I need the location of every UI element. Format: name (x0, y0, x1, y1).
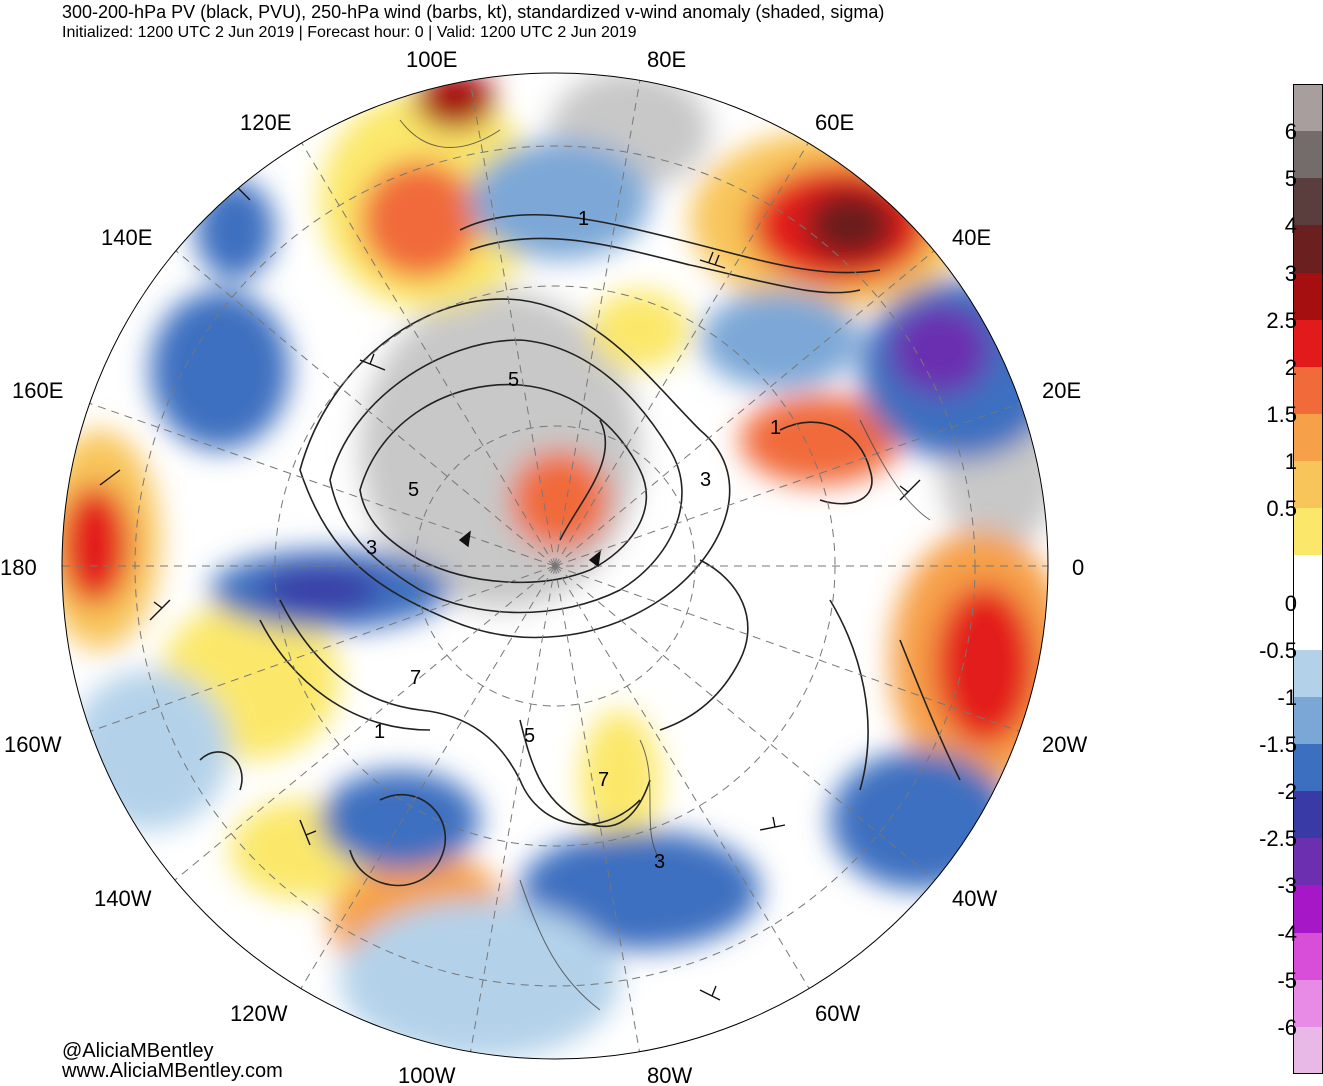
graticule (62, 79, 1048, 1056)
colorbar-swatch (1293, 979, 1323, 1028)
lon-label: 100W (398, 1063, 456, 1086)
colorbar-label: 6 (1284, 119, 1297, 145)
pv-label: 7 (598, 769, 609, 791)
longitude-label-group: 100E 80E 120E 60E 140E 40E 160E 20E 180 … (0, 47, 1087, 1086)
pv-label: 5 (408, 479, 419, 501)
colorbar-swatch (1293, 696, 1323, 745)
colorbar-label: 2.5 (1266, 307, 1297, 333)
colorbar-label: -1 (1277, 684, 1297, 710)
colorbar-swatch (1293, 508, 1323, 556)
lon-label: 60E (815, 110, 854, 135)
pv-label: 5 (508, 369, 519, 391)
lon-label: 40W (952, 886, 997, 911)
colorbar-label: 5 (1284, 166, 1297, 192)
colorbar-label: 3 (1284, 260, 1297, 286)
pv-label: 1 (578, 208, 589, 230)
colorbar-swatch (1293, 414, 1323, 462)
lon-label: 120W (230, 1001, 288, 1026)
credit-handle: @AliciaMBentley (62, 1040, 214, 1062)
colorbar-label: -5 (1277, 967, 1297, 993)
lon-label: 60W (815, 1001, 860, 1026)
pv-label: 3 (654, 851, 665, 873)
pv-label: 1 (374, 721, 385, 743)
colorbar-swatch (1293, 649, 1323, 698)
lon-label: 40E (952, 225, 991, 250)
colorbar-label: -2 (1277, 779, 1297, 805)
lon-label: 140W (94, 886, 152, 911)
colorbar-swatch (1293, 178, 1323, 226)
colorbar-swatch (1293, 555, 1323, 604)
colorbar-swatch (1293, 461, 1323, 509)
pv-label: 1 (770, 417, 781, 439)
map-title: 300-200-hPa PV (black, PVU), 250-hPa win… (62, 2, 885, 22)
colorbar-label: 4 (1284, 213, 1297, 239)
colorbar-swatch (1293, 319, 1323, 368)
lon-label: 0 (1072, 555, 1084, 580)
colorbar-swatch (1293, 885, 1323, 934)
colorbar-label: 0 (1284, 590, 1297, 616)
colorbar-label: -4 (1277, 920, 1297, 946)
colorbar-label: -0.5 (1259, 637, 1297, 663)
lon-label: 20E (1042, 378, 1081, 403)
colorbar-label: 0.5 (1266, 496, 1297, 522)
colorbar-label: -1.5 (1259, 732, 1297, 757)
lon-label: 160E (12, 378, 63, 403)
colorbar-swatch (1293, 744, 1323, 792)
colorbar-label: -6 (1277, 1014, 1297, 1040)
colorbar-swatch (1293, 131, 1323, 179)
colorbar-swatch (1293, 602, 1323, 651)
lon-label: 20W (1042, 732, 1087, 757)
colorbar-swatch (1293, 932, 1323, 981)
credit-site: www.AliciaMBentley.com (62, 1060, 283, 1082)
colorbar-swatch (1293, 84, 1323, 132)
colorbar-swatch (1293, 225, 1323, 274)
colorbar-frame (1293, 84, 1323, 1074)
colorbar-label: 1 (1284, 449, 1297, 475)
colorbar-label: -2.5 (1259, 826, 1297, 852)
colorbar-label: 2 (1284, 354, 1297, 380)
lon-label: 120E (240, 110, 291, 135)
lon-label: 80W (647, 1063, 692, 1086)
pv-label: 3 (700, 469, 711, 491)
pv-label: 3 (366, 537, 377, 559)
map-subtitle: Initialized: 1200 UTC 2 Jun 2019 | Forec… (62, 24, 637, 41)
colorbar-swatch (1293, 272, 1323, 321)
pv-label-group: 1 5 5 3 3 1 7 1 5 7 3 (366, 208, 781, 873)
lon-label: 80E (647, 47, 686, 72)
colorbar-swatch (1293, 366, 1323, 415)
lon-label: 180 (0, 555, 37, 580)
map-boundary (61, 72, 1049, 1060)
pv-label: 5 (524, 725, 535, 747)
lon-label: 160W (4, 732, 62, 757)
colorbar-swatch (1293, 791, 1323, 839)
pv-contours (199, 213, 961, 887)
lon-label: 140E (101, 225, 152, 250)
lon-label: 100E (406, 47, 457, 72)
colorbar-swatch (1293, 1026, 1323, 1075)
pv-label: 7 (410, 667, 421, 689)
colorbar-swatch (1293, 838, 1323, 886)
coastlines (399, 119, 931, 1011)
colorbar-label: 1.5 (1266, 402, 1297, 427)
colorbar-label: -3 (1277, 873, 1297, 899)
